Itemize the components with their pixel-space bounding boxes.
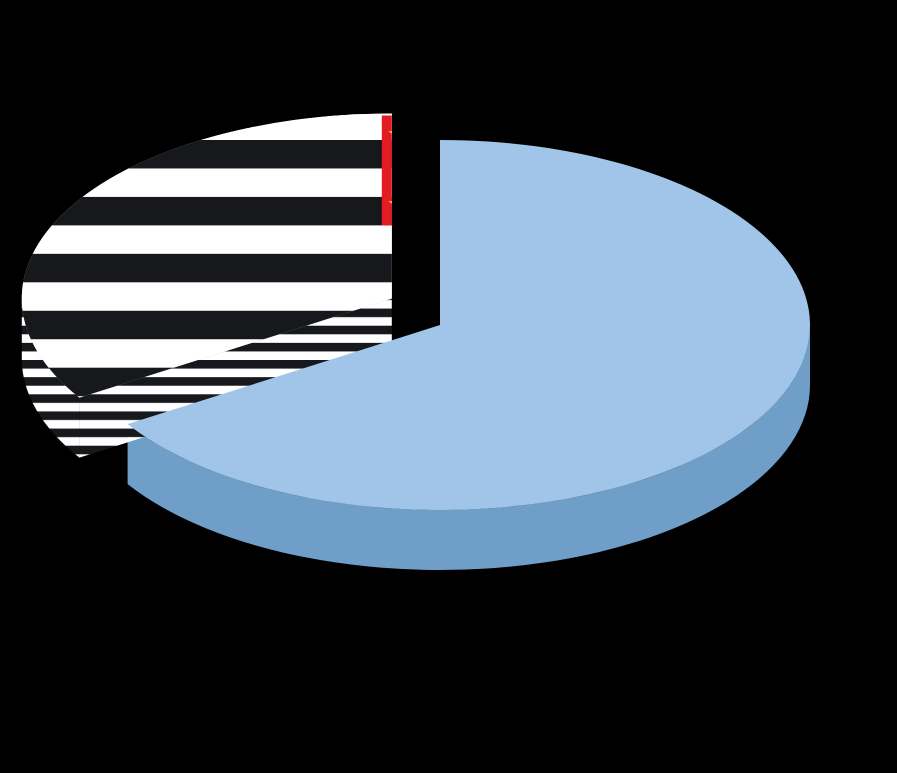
pie-chart-svg bbox=[0, 0, 897, 773]
sp-flag-star-icon bbox=[388, 192, 415, 217]
sp-flag-star-icon bbox=[388, 122, 415, 147]
sp-flag-star-icon bbox=[528, 122, 555, 147]
pie-chart-3d bbox=[0, 0, 897, 773]
